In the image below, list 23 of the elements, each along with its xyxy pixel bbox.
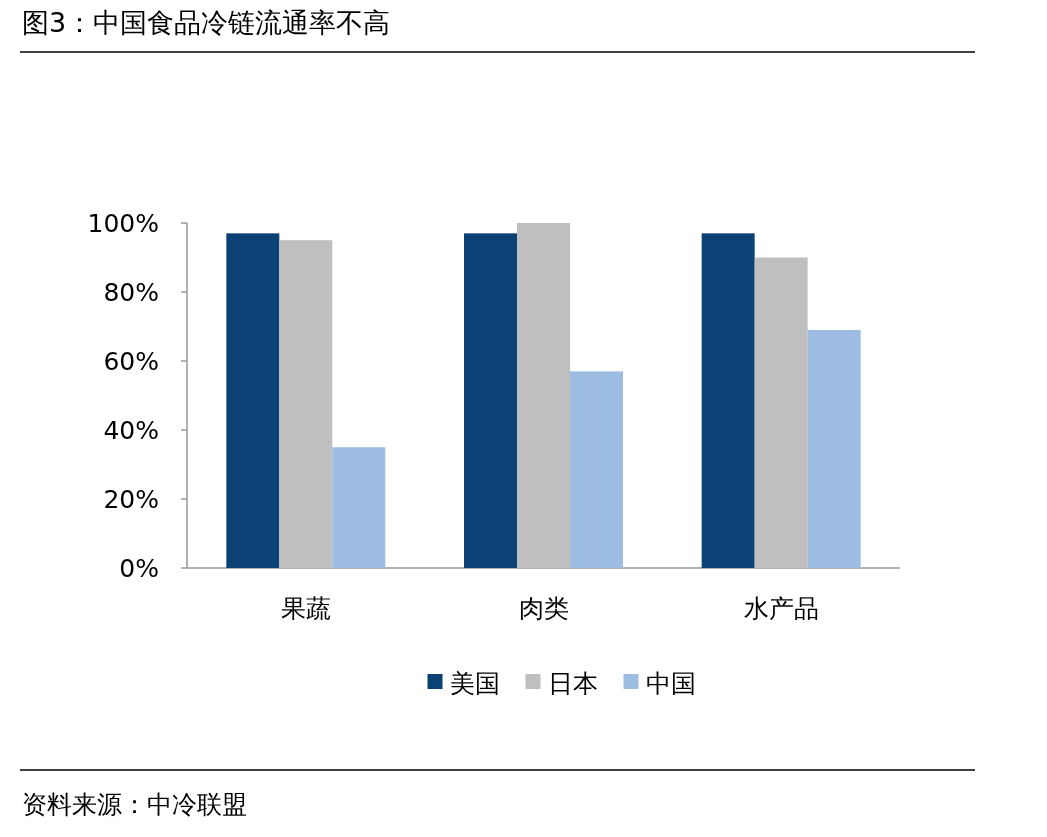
y-tick-label: 100% xyxy=(87,209,159,238)
legend-label: 中国 xyxy=(645,669,696,698)
bar xyxy=(279,240,333,568)
x-tick-label: 水产品 xyxy=(743,594,819,623)
bar xyxy=(464,233,517,568)
x-tick-label: 肉类 xyxy=(518,594,569,623)
x-tick-label: 果蔬 xyxy=(280,594,331,623)
y-tick-label: 60% xyxy=(103,347,159,376)
y-tick-label: 0% xyxy=(119,554,159,583)
bar xyxy=(570,371,623,568)
legend-label: 日本 xyxy=(547,669,598,698)
bar xyxy=(332,447,386,568)
text: 资料来源：中冷联盟 xyxy=(22,790,247,819)
y-tick-label: 40% xyxy=(103,416,159,445)
bar xyxy=(807,329,861,568)
legend-label: 美国 xyxy=(449,669,500,698)
y-tick-label: 80% xyxy=(103,278,159,307)
y-tick-label: 20% xyxy=(103,485,159,514)
bar xyxy=(517,223,570,568)
bar xyxy=(701,233,755,568)
bar xyxy=(226,233,280,568)
chart-title: 图3：中国食品冷链流通率不高 xyxy=(22,7,391,38)
bar xyxy=(754,257,808,568)
